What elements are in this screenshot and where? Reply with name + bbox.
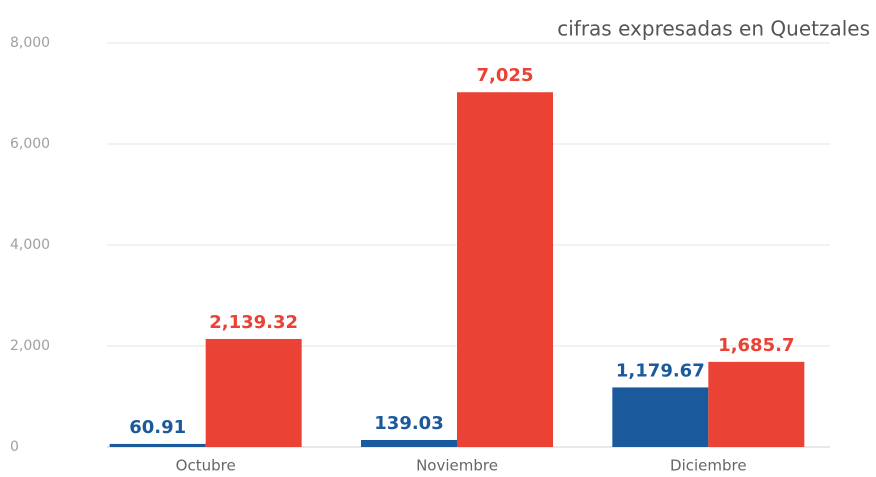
x-tick-label: Noviembre: [416, 457, 498, 475]
y-tick-label: 8,000: [10, 35, 50, 51]
y-tick-label: 6,000: [10, 136, 50, 152]
x-tick-label: Diciembre: [670, 457, 747, 475]
value-label: 7,025: [477, 65, 534, 86]
value-label: 1,179.67: [616, 360, 705, 381]
x-tick-label: Octubre: [176, 457, 236, 475]
value-label: 139.03: [374, 413, 443, 434]
bar: [361, 439, 457, 447]
value-label: 2,139.32: [209, 312, 298, 333]
value-label: 1,685.7: [718, 335, 794, 356]
bar: [457, 92, 553, 448]
bar: [109, 443, 206, 447]
chart-subtitle: cifras expresadas en Quetzales: [557, 17, 870, 41]
y-tick-label: 4,000: [10, 237, 50, 253]
bar: [708, 361, 805, 447]
y-tick-label: 2,000: [10, 338, 50, 354]
y-tick-label: 0: [10, 439, 19, 455]
value-label: 60.91: [129, 417, 186, 438]
bar: [205, 338, 302, 447]
bar: [612, 387, 709, 447]
